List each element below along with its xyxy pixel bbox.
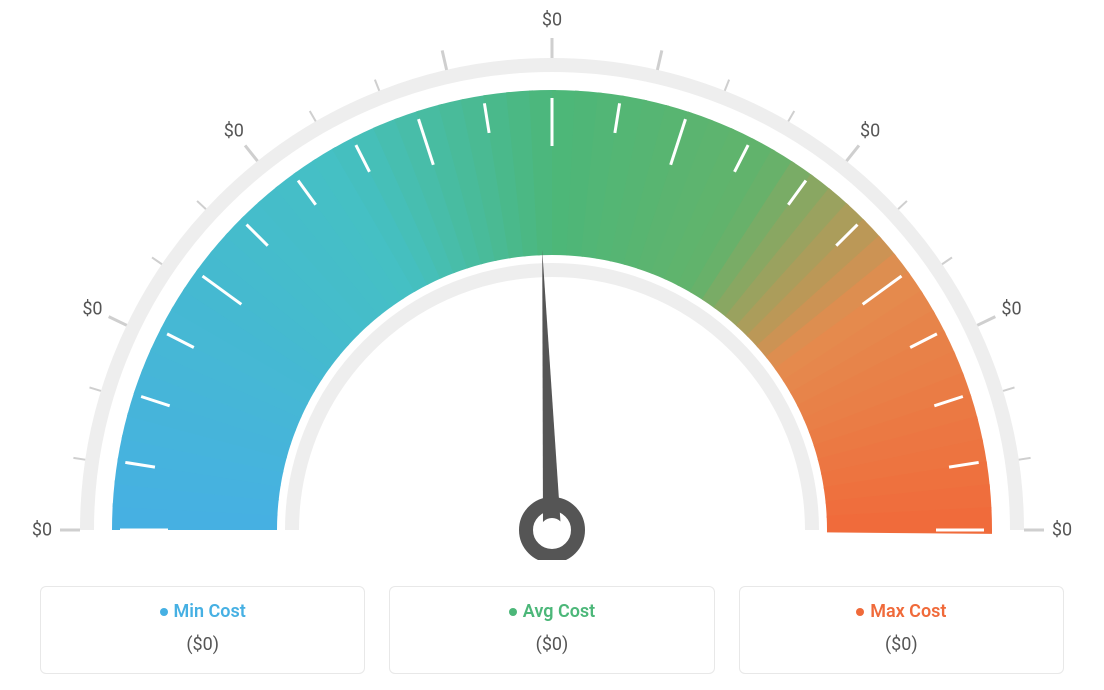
scale-label: $0 (1001, 298, 1021, 319)
legend-row: Min Cost ($0) Avg Cost ($0) Max Cost ($0… (40, 586, 1064, 675)
legend-value-max-text: ($0) (750, 634, 1053, 655)
legend-title-avg: Avg Cost (509, 601, 595, 622)
legend-card-max: Max Cost ($0) (739, 586, 1064, 675)
scale-label: $0 (860, 121, 880, 142)
scale-label: $0 (32, 520, 52, 541)
legend-dot-avg (509, 608, 517, 616)
scale-label: $0 (542, 10, 562, 31)
legend-title-max: Max Cost (856, 601, 946, 622)
legend-card-avg: Avg Cost ($0) (389, 586, 714, 675)
legend-label-max: Max Cost (870, 601, 946, 622)
scale-label: $0 (82, 298, 102, 319)
gauge-chart (0, 0, 1104, 560)
legend-card-min: Min Cost ($0) (40, 586, 365, 675)
legend-dot-min (160, 608, 168, 616)
legend-title-min: Min Cost (160, 601, 246, 622)
scale-label: $0 (224, 121, 244, 142)
legend-label-min: Min Cost (174, 601, 246, 622)
scale-label: $0 (1052, 520, 1072, 541)
legend-label-avg: Avg Cost (523, 601, 595, 622)
legend-value-min-text: ($0) (51, 634, 354, 655)
legend-value-avg-text: ($0) (400, 634, 703, 655)
legend-dot-max (856, 608, 864, 616)
cost-gauge-widget: Min Cost ($0) Avg Cost ($0) Max Cost ($0… (0, 0, 1104, 690)
